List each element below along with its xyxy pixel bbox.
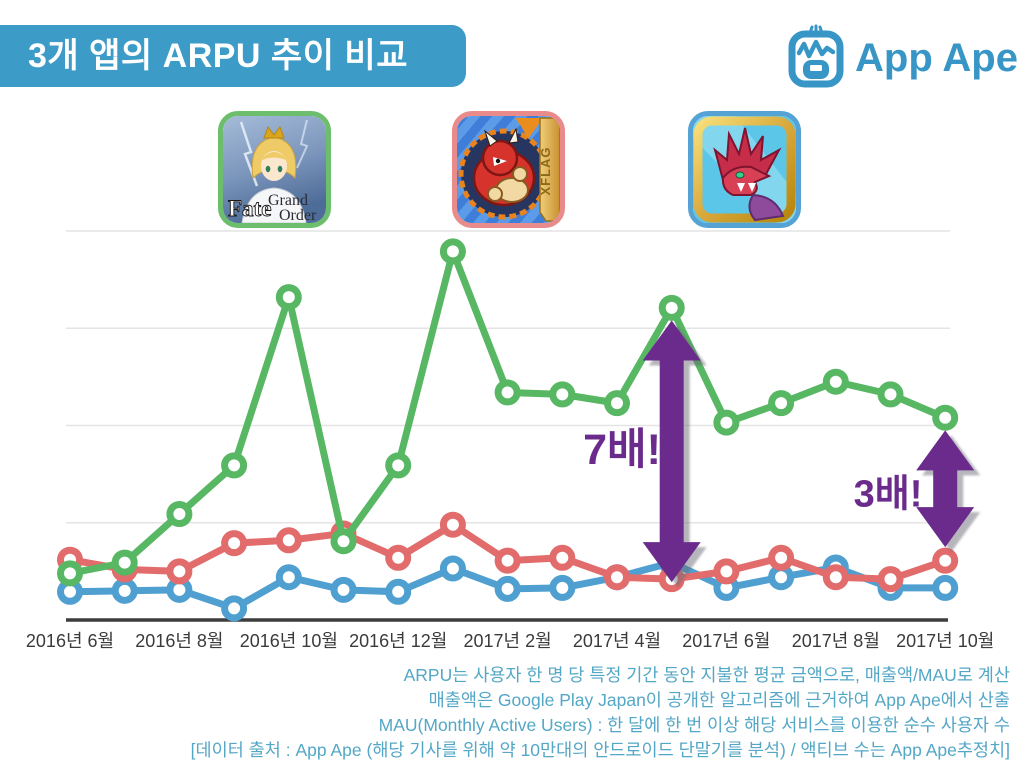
- app-icon-fate-grand-order: Fate Grand Order: [218, 111, 331, 228]
- data-point-fgo: [57, 560, 83, 587]
- data-point-fgo: [604, 390, 630, 417]
- x-tick-label: 2016년 12월: [349, 631, 447, 651]
- data-point-fgo: [221, 452, 248, 479]
- double-arrow-3배: [916, 430, 975, 548]
- data-point-puzzle-and-dragons: [494, 575, 521, 602]
- data-point-monster-strike: [604, 564, 630, 591]
- fgo-icon-title-fate: Fate: [228, 196, 271, 221]
- data-point-puzzle-and-dragons: [221, 595, 248, 622]
- data-point-fgo: [385, 452, 412, 479]
- data-point-puzzle-and-dragons: [111, 577, 138, 604]
- data-point-puzzle-and-dragons: [275, 564, 302, 591]
- app-icon-puzzle-and-dragons: [688, 111, 801, 228]
- data-point-monster-strike: [439, 511, 466, 538]
- data-point-fgo: [877, 381, 904, 408]
- x-tick-label: 2016년 8월: [135, 631, 223, 651]
- data-point-monster-strike: [932, 547, 959, 574]
- data-point-monster-strike: [166, 558, 193, 585]
- footnotes: ARPU는 사용자 한 명 당 특정 기간 동안 지불한 평균 금액으로, 매출…: [191, 663, 1010, 763]
- data-point-puzzle-and-dragons: [549, 574, 576, 601]
- page-title: 3개 앱의 ARPU 추이 비교: [0, 25, 466, 87]
- data-point-fgo: [330, 528, 357, 555]
- fgo-icon-title-order: Order: [279, 207, 317, 223]
- data-point-fgo: [822, 368, 849, 395]
- footnote-line-1: ARPU는 사용자 한 명 당 특정 기간 동안 지불한 평균 금액으로, 매출…: [403, 665, 1010, 685]
- x-tick-label: 2017년 8월: [792, 631, 880, 651]
- data-point-puzzle-and-dragons: [439, 555, 466, 582]
- app-ape-monkey-icon: [786, 24, 846, 93]
- data-point-fgo: [494, 379, 521, 406]
- data-point-fgo: [439, 238, 466, 265]
- data-point-monster-strike: [549, 544, 576, 571]
- data-point-monster-strike: [877, 566, 904, 593]
- double-arrow-7배: [642, 320, 701, 583]
- footnote-line-2: 매출액은 Google Play Japan이 공개한 알고리즘에 근거하여 A…: [428, 690, 1010, 710]
- x-tick-label: 2017년 4월: [573, 631, 661, 651]
- footnote-line-4: [데이터 출처 : App Ape (해당 기사를 위해 약 10만대의 안드로…: [190, 740, 1010, 760]
- footnote-line-3: MAU(Monthly Active Users) : 한 달에 한 번 이상 …: [378, 715, 1010, 735]
- data-point-puzzle-and-dragons: [385, 578, 412, 605]
- page-title-text: 3개 앱의 ARPU 추이 비교: [28, 37, 408, 75]
- data-point-fgo: [713, 409, 740, 436]
- x-tick-label: 2017년 2월: [464, 631, 552, 651]
- data-point-monster-strike: [822, 564, 849, 591]
- data-point-monster-strike: [713, 558, 740, 585]
- x-tick-label: 2016년 6월: [26, 631, 114, 651]
- data-point-fgo: [111, 549, 138, 576]
- data-point-monster-strike: [385, 544, 412, 571]
- data-point-puzzle-and-dragons: [330, 576, 357, 603]
- data-point-fgo: [166, 500, 193, 527]
- data-point-puzzle-and-dragons: [932, 574, 959, 601]
- app-ape-logo-text: App Ape: [855, 36, 1018, 80]
- xflag-banner-text: XFLAG: [538, 146, 553, 195]
- series-line-fgo: [66, 247, 949, 577]
- x-tick-label: 2016년 10월: [240, 631, 338, 651]
- data-point-fgo: [275, 284, 302, 311]
- app-ape-logo: App Ape: [786, 24, 1018, 93]
- data-point-monster-strike: [221, 530, 248, 557]
- data-point-fgo: [549, 381, 576, 408]
- x-tick-label: 2017년 6월: [682, 631, 770, 651]
- data-point-monster-strike: [494, 547, 521, 574]
- data-point-monster-strike: [768, 544, 795, 571]
- data-point-fgo: [932, 404, 959, 431]
- app-icon-monster-strike: XFLAG: [452, 111, 565, 228]
- annotation-3x-label: 3배!: [853, 473, 923, 516]
- data-point-fgo: [658, 294, 685, 321]
- data-point-fgo: [768, 390, 795, 417]
- x-tick-label: 2017년 10월: [896, 631, 994, 651]
- fgo-icon-title-grand: Grand: [268, 192, 308, 209]
- data-point-monster-strike: [275, 527, 302, 554]
- annotation-7x-label: 7배!: [583, 426, 661, 474]
